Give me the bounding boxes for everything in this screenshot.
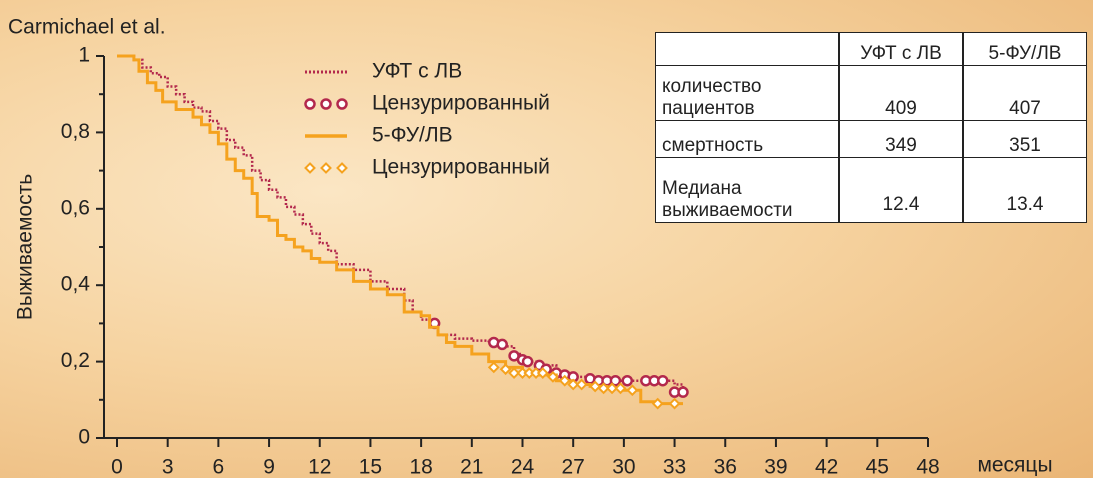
censor-marker	[508, 367, 520, 379]
x-tick-label: 45	[866, 456, 889, 478]
y-tick-label: 0,2	[61, 349, 90, 372]
row-label: Медиана выживаемости	[655, 157, 840, 223]
cell: 351	[962, 120, 1087, 158]
cell: 12.4	[838, 157, 964, 223]
x-tick-label: 21	[460, 456, 483, 478]
legend-label: 5-ФУ/ЛВ	[372, 124, 453, 147]
x-tick-label: 9	[263, 456, 275, 478]
col-header: 5-ФУ/ЛВ	[962, 32, 1087, 66]
cell: 409	[838, 65, 964, 121]
y-tick-label: 0	[78, 426, 90, 449]
legend-label: Цензурированный	[372, 92, 550, 115]
censor-marker	[606, 382, 618, 395]
row-label: смертность	[655, 120, 840, 158]
censor-marker	[621, 374, 634, 387]
x-tick-label: 3	[162, 456, 174, 478]
y-axis-label: Выживаемость	[14, 174, 37, 320]
censor-marker	[651, 397, 664, 410]
chart-title: Carmichael et al.	[8, 16, 166, 39]
censor-marker	[499, 363, 512, 376]
censor-marker	[496, 338, 508, 351]
censor-marker	[677, 386, 689, 398]
x-tick-label: 18	[409, 456, 432, 478]
censor-marker	[589, 380, 602, 393]
x-axis-label: месяцы	[977, 454, 1052, 477]
y-tick-label: 1	[78, 44, 90, 67]
x-tick-label: 42	[815, 456, 838, 478]
censor-marker	[536, 367, 549, 379]
censor-marker	[567, 378, 580, 391]
y-tick-label: 0,4	[61, 273, 91, 296]
censor-marker	[656, 374, 669, 387]
cell: 13.4	[962, 157, 1087, 223]
legend-marker	[336, 162, 348, 174]
x-tick-label: 15	[359, 456, 382, 478]
stats-table: УФТ с ЛВ 5-ФУ/ЛВ количество пациентов 409 4…	[655, 32, 1087, 223]
row-label: количество пациентов	[655, 65, 840, 121]
corner	[655, 32, 840, 66]
censor-marker	[575, 378, 588, 391]
y-tick-label: 0,8	[61, 120, 90, 143]
col-header: УФТ с ЛВ	[838, 32, 964, 66]
censor-marker	[609, 374, 622, 387]
legend-label: Цензурированный	[372, 156, 550, 179]
legend-marker	[304, 162, 316, 174]
cell: 349	[838, 120, 964, 158]
legend-label: УФТ с ЛВ	[372, 60, 462, 83]
y-tick-label: 0,6	[61, 196, 90, 219]
legend-marker	[320, 98, 332, 110]
x-tick-label: 36	[714, 456, 737, 478]
x-tick-label: 27	[562, 456, 585, 478]
legend-marker	[336, 98, 348, 110]
x-tick-label: 24	[511, 456, 535, 478]
x-tick-label: 33	[663, 456, 686, 478]
censor-marker	[521, 355, 534, 368]
censor-marker	[546, 370, 559, 383]
x-tick-label: 30	[612, 456, 635, 478]
censor-marker	[558, 374, 571, 387]
censor-marker	[487, 361, 500, 374]
legend-marker	[304, 98, 316, 110]
x-tick-label: 39	[764, 456, 787, 478]
x-tick-label: 6	[213, 456, 225, 478]
x-tick-label: 48	[916, 456, 939, 478]
censor-marker	[668, 397, 681, 410]
x-tick-label: 12	[308, 456, 331, 478]
cell: 407	[962, 65, 1087, 121]
censor-marker	[597, 382, 610, 395]
censor-marker	[614, 382, 627, 395]
legend-marker	[320, 162, 332, 174]
censor-marker	[626, 384, 639, 397]
x-tick-label: 0	[111, 456, 123, 478]
